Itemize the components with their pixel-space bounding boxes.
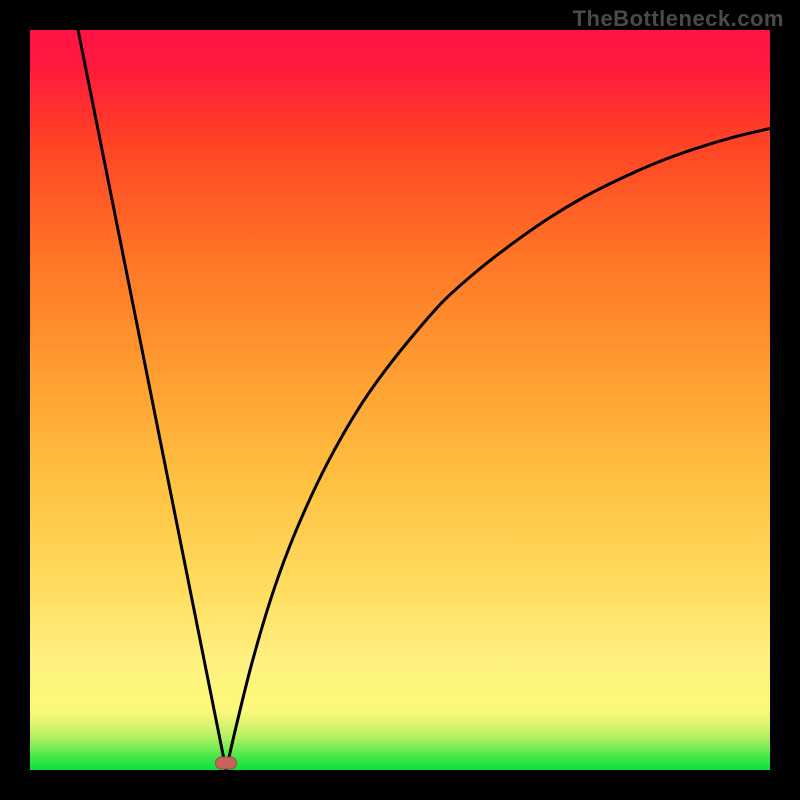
- plot-area: [30, 30, 770, 770]
- outer-frame: TheBottleneck.com: [0, 0, 800, 800]
- curve-svg: [30, 30, 770, 770]
- optimum-marker: [215, 756, 237, 769]
- bottleneck-curve: [78, 30, 770, 770]
- watermark-label: TheBottleneck.com: [573, 6, 784, 32]
